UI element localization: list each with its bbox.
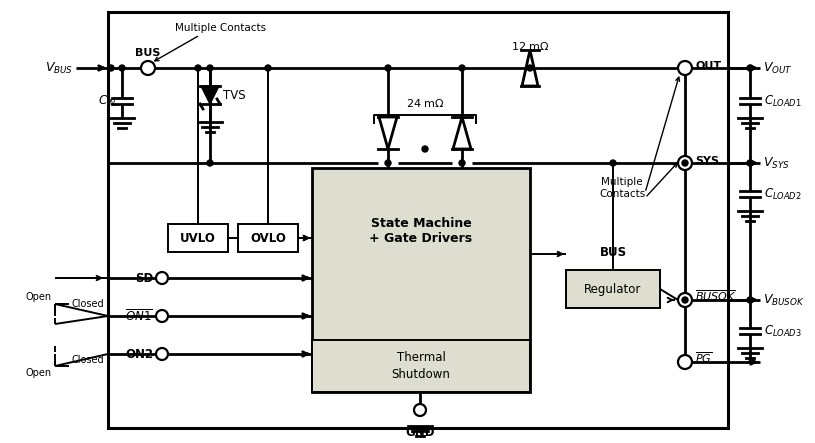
Text: $V_{BUSOK}$: $V_{BUSOK}$ — [763, 292, 804, 307]
Circle shape — [678, 156, 692, 170]
Text: ON2: ON2 — [125, 347, 153, 361]
Text: Closed: Closed — [71, 299, 104, 309]
Text: $V_{BUS}$: $V_{BUS}$ — [45, 60, 73, 76]
Bar — [108, 12, 728, 428]
Bar — [566, 270, 660, 308]
Circle shape — [747, 297, 753, 303]
Text: BUS: BUS — [135, 48, 161, 58]
Bar — [312, 340, 530, 392]
Polygon shape — [379, 117, 397, 149]
Circle shape — [119, 65, 125, 71]
Text: OVLO: OVLO — [250, 232, 286, 245]
Text: $C_{LOAD1}$: $C_{LOAD1}$ — [764, 93, 802, 109]
Text: + Gate Drivers: + Gate Drivers — [369, 232, 473, 245]
Circle shape — [207, 65, 213, 71]
Text: 24 m$\Omega$: 24 m$\Omega$ — [406, 97, 444, 109]
Text: Regulator: Regulator — [584, 283, 641, 295]
Circle shape — [678, 355, 692, 369]
Circle shape — [108, 65, 114, 71]
Circle shape — [195, 65, 201, 71]
Circle shape — [156, 310, 168, 322]
Circle shape — [610, 160, 616, 166]
Text: Thermal
Shutdown: Thermal Shutdown — [391, 351, 451, 381]
Bar — [238, 224, 298, 252]
Circle shape — [678, 293, 692, 307]
Polygon shape — [201, 86, 219, 104]
Circle shape — [459, 160, 465, 166]
Text: 12 m$\Omega$: 12 m$\Omega$ — [511, 40, 549, 52]
Circle shape — [678, 61, 692, 75]
Circle shape — [527, 65, 533, 71]
Text: $\overline{BUSOK}$: $\overline{BUSOK}$ — [695, 289, 737, 303]
Text: $C_{LOAD2}$: $C_{LOAD2}$ — [764, 187, 802, 202]
Text: TVS: TVS — [223, 89, 245, 101]
Text: Open: Open — [26, 368, 52, 378]
Circle shape — [265, 65, 271, 71]
Circle shape — [682, 297, 688, 303]
Text: Multiple Contacts: Multiple Contacts — [175, 23, 267, 33]
Text: Open: Open — [26, 292, 52, 302]
Circle shape — [207, 160, 213, 166]
Circle shape — [141, 61, 155, 75]
Text: OUT: OUT — [695, 61, 721, 71]
Circle shape — [747, 65, 753, 71]
Circle shape — [422, 146, 428, 152]
Circle shape — [682, 160, 688, 166]
Text: $\overline{ON1}$: $\overline{ON1}$ — [126, 308, 153, 324]
Bar — [168, 224, 228, 252]
Text: $V_{OUT}$: $V_{OUT}$ — [763, 60, 793, 76]
Text: $\overline{PG}$: $\overline{PG}$ — [695, 351, 712, 365]
Polygon shape — [522, 50, 538, 86]
Text: UVLO: UVLO — [180, 232, 216, 245]
Circle shape — [385, 160, 391, 166]
Text: $C_{LOAD3}$: $C_{LOAD3}$ — [764, 323, 802, 338]
Polygon shape — [453, 117, 471, 149]
Text: SD: SD — [134, 272, 153, 284]
Text: $C_{IN}$: $C_{IN}$ — [99, 93, 117, 109]
Circle shape — [156, 348, 168, 360]
Circle shape — [459, 65, 465, 71]
Bar — [312, 168, 530, 392]
Circle shape — [385, 65, 391, 71]
Circle shape — [747, 160, 753, 166]
Text: Multiple
Contacts: Multiple Contacts — [599, 177, 645, 199]
Text: GND: GND — [405, 426, 434, 439]
Text: SYS: SYS — [695, 156, 719, 166]
Circle shape — [414, 404, 426, 416]
Text: BUS: BUS — [600, 245, 627, 259]
Text: $V_{SYS}$: $V_{SYS}$ — [763, 155, 790, 171]
Text: State Machine: State Machine — [371, 217, 471, 229]
Text: Closed: Closed — [71, 355, 104, 365]
Circle shape — [156, 272, 168, 284]
